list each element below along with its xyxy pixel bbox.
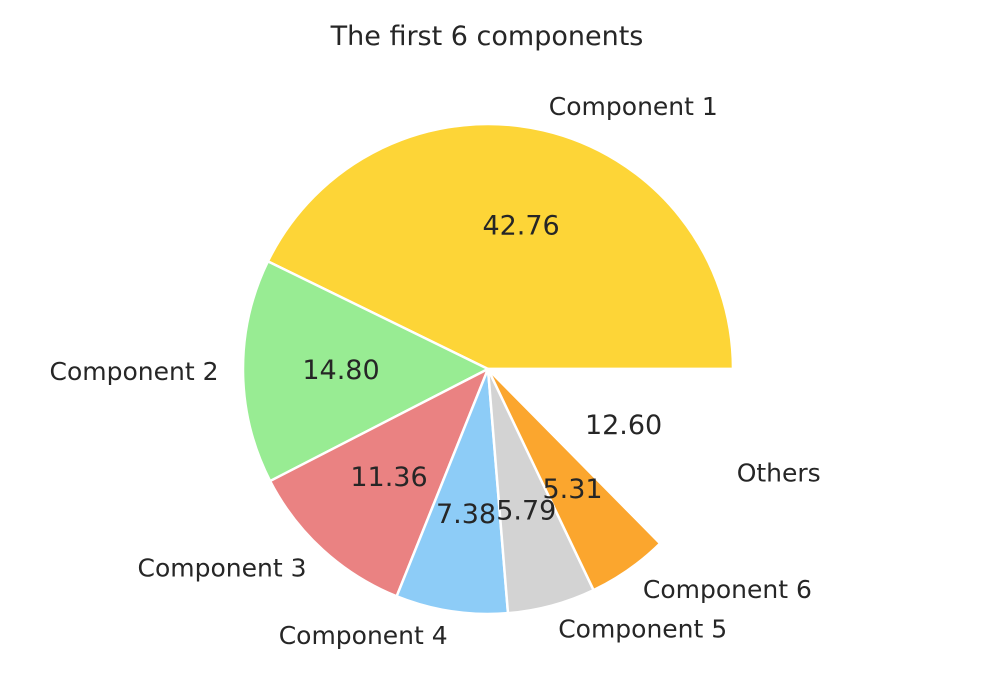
chart-title: The first 6 components [330, 21, 644, 52]
pie-slices [241, 122, 735, 616]
pie-slice-component-1 [266, 122, 735, 371]
pie-slice-component-3 [268, 367, 490, 598]
slice-label-component-4: Component 4 [279, 621, 448, 650]
slice-value-others: 12.60 [585, 410, 662, 441]
slice-value-component-5: 5.79 [496, 495, 556, 526]
pie-value-labels: 42.76 14.80 11.36 7.38 5.795.31 12.60 [302, 210, 662, 530]
pie-slice-component-2 [241, 260, 490, 483]
pie-slice-others [486, 367, 735, 545]
slice-label-component-2: Component 2 [50, 357, 219, 386]
slice-value-component-2: 14.80 [302, 355, 379, 386]
slice-label-component-1: Component 1 [549, 92, 718, 121]
slice-label-component-3: Component 3 [138, 554, 307, 583]
slice-value-component-1: 42.76 [482, 210, 559, 241]
slice-value-component-6: 5.31 [542, 474, 602, 505]
pie-slice-component-4 [395, 367, 510, 616]
slice-value-component-4: 7.38 [436, 499, 496, 530]
slice-value-component-3: 11.36 [350, 462, 427, 493]
slice-label-component-6: Component 6 [643, 575, 812, 604]
slice-label-component-5: Component 5 [558, 615, 727, 644]
pie-labels: Component 1 Component 2 Component 3 Compone… [50, 92, 821, 650]
slice-label-others: Others [737, 458, 821, 487]
